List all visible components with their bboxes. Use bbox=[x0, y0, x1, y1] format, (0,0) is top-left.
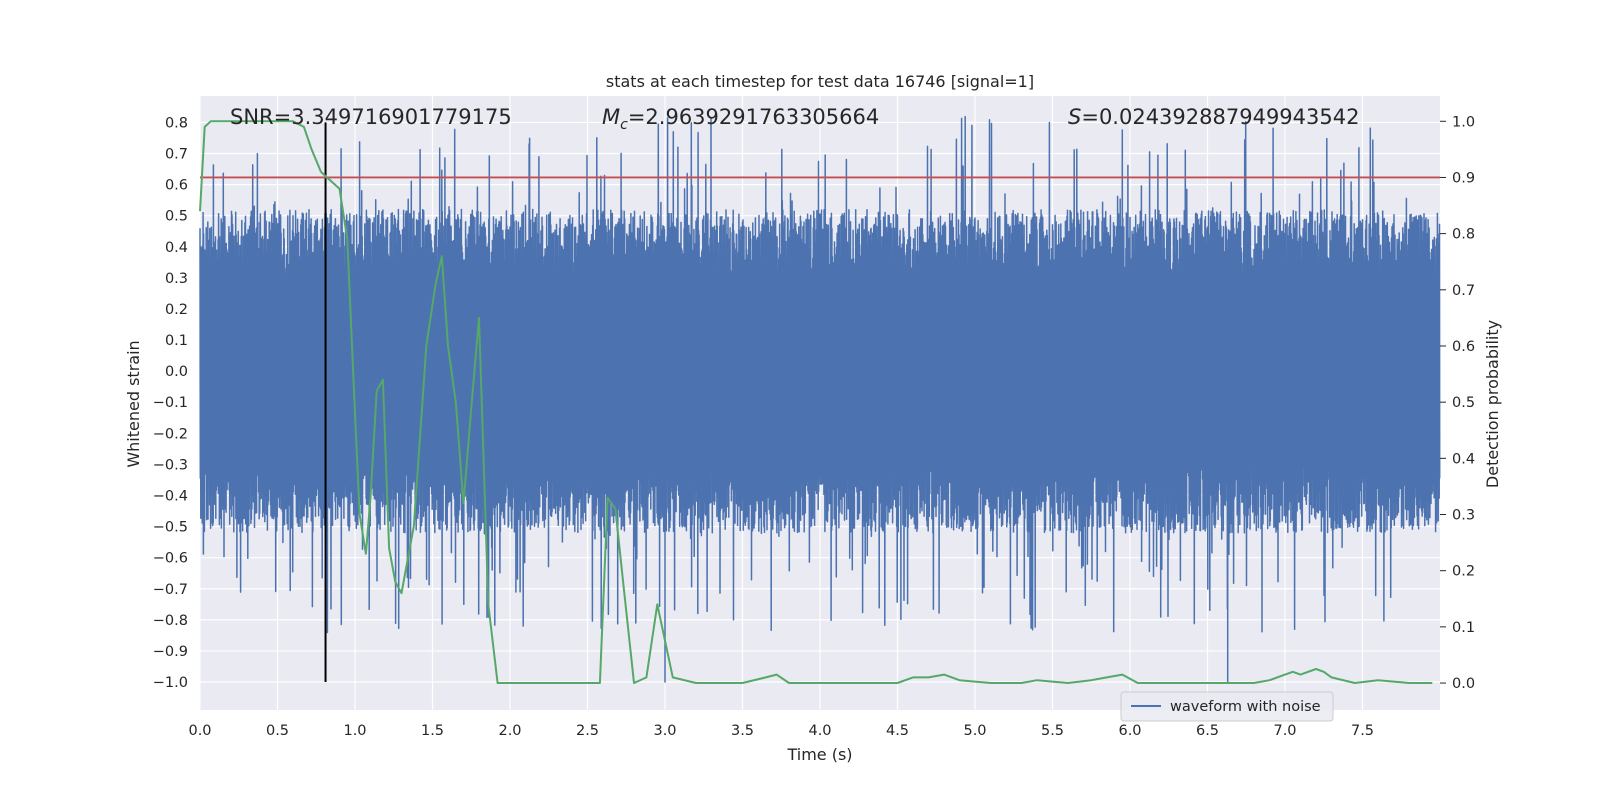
y-tick-label: 0.2 bbox=[165, 302, 188, 318]
y-tick-label: 0.7 bbox=[165, 147, 188, 163]
x-tick-label: 0.5 bbox=[266, 723, 289, 739]
s-annotation: S=0.024392887949943542 bbox=[1068, 105, 1359, 129]
y-tick-label: −0.5 bbox=[153, 520, 188, 536]
y2-axis-label: Detection probability bbox=[1483, 320, 1502, 488]
y-tick-label: 0.5 bbox=[165, 209, 188, 225]
x-tick-label: 6.5 bbox=[1196, 723, 1219, 739]
y2-tick-label: 0.6 bbox=[1452, 339, 1475, 355]
s-value: =0.024392887949943542 bbox=[1081, 105, 1359, 129]
x-tick-label: 6.0 bbox=[1118, 723, 1141, 739]
y2-tick-labels: 1.0 0.9 0.8 0.7 0.6 0.5 0.4 0.3 0.2 0.1 0.0 bbox=[1440, 114, 1475, 692]
waveform-line bbox=[199, 115, 1441, 683]
x-tick-label: 1.0 bbox=[343, 723, 366, 739]
chirp-mass-subscript: c bbox=[620, 117, 628, 133]
overlay-lines bbox=[200, 122, 1440, 683]
y-tick-label: −0.7 bbox=[153, 582, 188, 598]
y2-tick-label: 0.2 bbox=[1452, 564, 1475, 580]
snr-annotation: SNR=3.349716901779175 bbox=[230, 105, 512, 129]
x-tick-label: 0.0 bbox=[188, 723, 211, 739]
y-tick-label: −1.0 bbox=[153, 675, 188, 691]
y2-tick-label: 0.1 bbox=[1452, 620, 1475, 636]
y-tick-label: −0.1 bbox=[153, 395, 188, 411]
y2-tick-label: 0.4 bbox=[1452, 451, 1475, 467]
waveform-series bbox=[199, 115, 1441, 683]
x-tick-label: 4.0 bbox=[808, 723, 831, 739]
y-tick-label: 0.6 bbox=[165, 178, 188, 194]
y-axis-label: Whitened strain bbox=[124, 340, 143, 467]
s-symbol: S bbox=[1068, 105, 1081, 129]
y2-tick-label: 0.0 bbox=[1452, 676, 1475, 692]
y-tick-label: 0.3 bbox=[165, 271, 188, 287]
chirp-mass-symbol: M bbox=[602, 105, 620, 129]
y-tick-labels: 0.8 0.7 0.6 0.5 0.4 0.3 0.2 0.1 0.0 −0.1 −0.2 −0.3 −… bbox=[153, 115, 188, 691]
legend: waveform with noise bbox=[1120, 691, 1334, 722]
y-tick-label: −0.4 bbox=[153, 488, 188, 504]
y2-tick-label: 0.5 bbox=[1452, 395, 1475, 411]
y-tick-label: −0.6 bbox=[153, 551, 188, 567]
legend-box bbox=[1120, 691, 1334, 722]
x-tick-label: 1.5 bbox=[421, 723, 444, 739]
y-tick-label: 0.4 bbox=[165, 240, 188, 256]
y2-tick-label: 0.3 bbox=[1452, 508, 1475, 524]
y-tick-label: −0.9 bbox=[153, 644, 188, 660]
x-tick-label: 5.0 bbox=[963, 723, 986, 739]
x-tick-label: 3.0 bbox=[653, 723, 676, 739]
y2-tick-label: 1.0 bbox=[1452, 114, 1475, 130]
y-tick-label: −0.3 bbox=[153, 457, 188, 473]
chart-title: stats at each timestep for test data 167… bbox=[606, 72, 1034, 91]
x-tick-label: 3.5 bbox=[731, 723, 754, 739]
x-tick-label: 7.5 bbox=[1351, 723, 1374, 739]
probability-line bbox=[199, 120, 1433, 684]
x-tick-label: 5.5 bbox=[1041, 723, 1064, 739]
x-axis-label: Time (s) bbox=[786, 745, 852, 764]
y-tick-label: −0.8 bbox=[153, 613, 188, 629]
chirp-mass-value: =2.9639291763305664 bbox=[628, 105, 879, 129]
x-tick-label: 7.0 bbox=[1273, 723, 1296, 739]
legend-label-waveform: waveform with noise bbox=[1170, 699, 1321, 715]
x-tick-label: 4.5 bbox=[886, 723, 909, 739]
y2-tick-label: 0.9 bbox=[1452, 170, 1475, 186]
y-tick-label: 0.8 bbox=[165, 115, 188, 131]
x-tick-label: 2.5 bbox=[576, 723, 599, 739]
x-tick-label: 2.0 bbox=[498, 723, 521, 739]
chirp-mass-annotation: Mc=2.9639291763305664 bbox=[602, 105, 879, 133]
y2-tick-label: 0.7 bbox=[1452, 283, 1475, 299]
probability-series bbox=[199, 120, 1433, 684]
x-tick-labels: 0.0 0.5 1.0 1.5 2.0 2.5 3.0 3.5 4.0 4.5 5.0 5.5 6.0 6… bbox=[188, 723, 1374, 739]
y2-tick-label: 0.8 bbox=[1452, 227, 1475, 243]
y-tick-label: −0.2 bbox=[153, 426, 188, 442]
y-tick-label: 0.0 bbox=[165, 364, 188, 380]
y-tick-label: 0.1 bbox=[165, 333, 188, 349]
